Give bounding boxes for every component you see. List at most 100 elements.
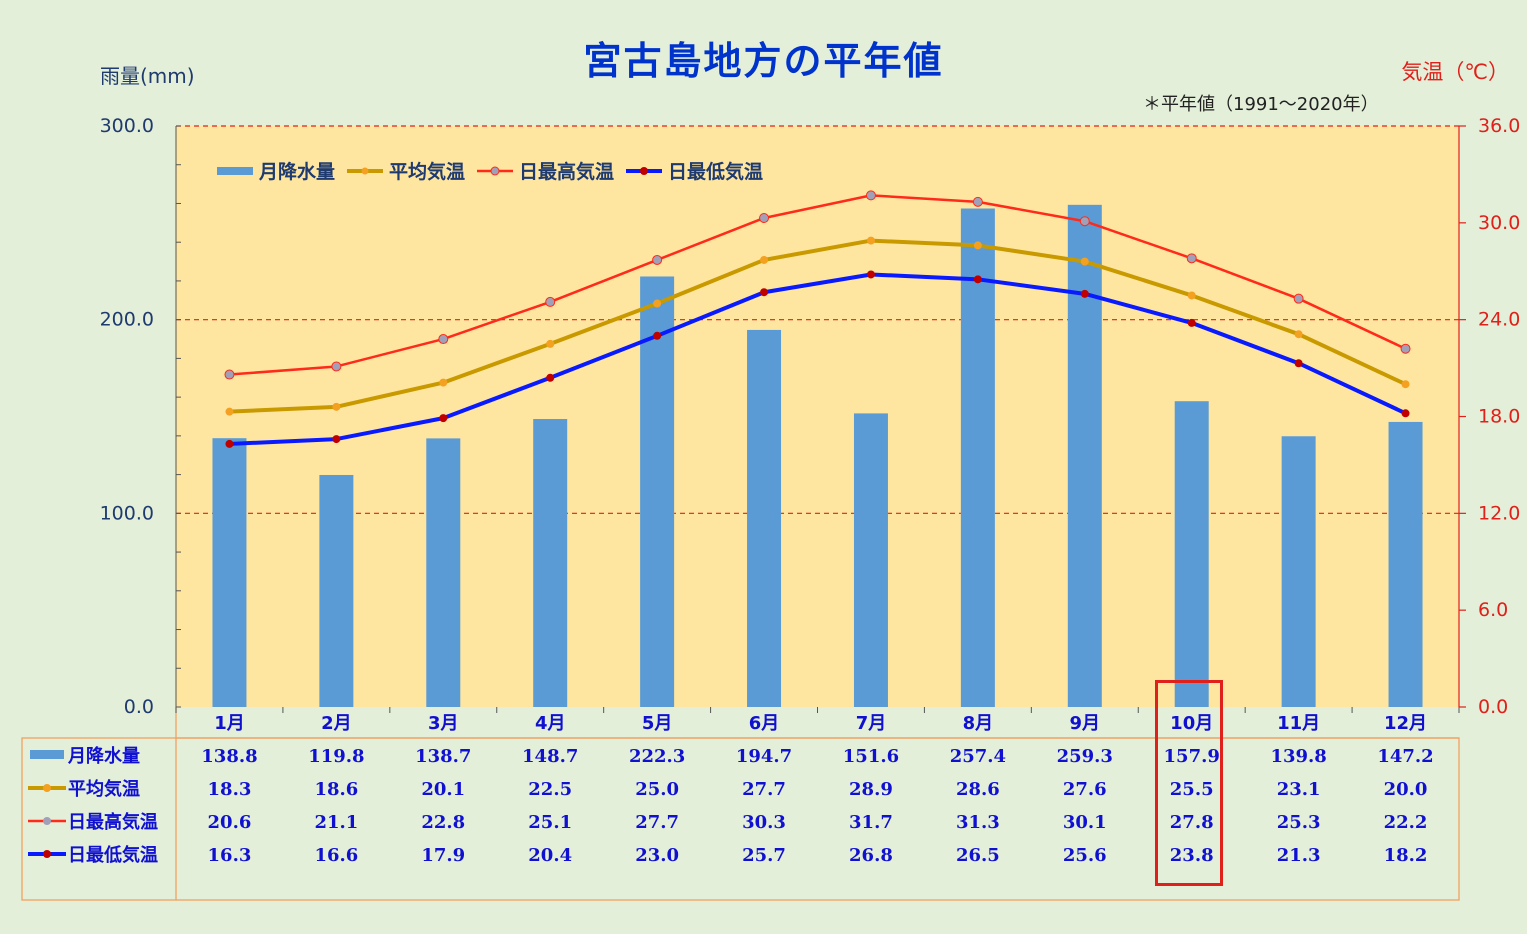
legend-label: 平均気温 [389,161,466,183]
highlight-box-october [1155,680,1223,886]
data-point [1401,409,1410,418]
row-label: 平均気温 [68,778,140,800]
line-series [224,190,1411,448]
legend-label: 日最低気温 [668,161,764,183]
data-point [331,361,342,372]
table-cell: 20.4 [528,845,572,866]
legend-label: 日最高気温 [519,161,615,183]
gridlines [176,125,1459,514]
legend-item-max: 日最高気温 [475,157,614,184]
row-label: 月降水量 [67,745,140,767]
bar [1388,421,1423,707]
x-tick-label: 6月 [749,713,780,734]
table-cell: 30.3 [742,812,786,833]
x-tick-label: 7月 [856,713,887,734]
right-tick-label: 36.0 [1478,115,1520,137]
table-cell: 151.6 [843,746,899,767]
x-tick-label: 9月 [1070,713,1101,734]
data-point [1294,330,1303,339]
table-cell: 194.7 [736,746,792,767]
table-cell: 23.8 [1170,845,1214,866]
x-tick-label: 11月 [1277,713,1320,734]
left-tick-label: 0.0 [124,696,154,718]
data-point [653,331,662,340]
row-key-marker [43,817,51,825]
data-point [224,369,235,380]
data-point [1401,380,1410,389]
data-point [866,270,875,279]
left-tick-label: 300.0 [100,115,154,137]
table-cell: 139.8 [1270,746,1326,767]
data-point [973,275,982,284]
table-cell: 257.4 [950,746,1006,767]
left-tick-label: 100.0 [100,502,154,524]
chart-title: 宮古島地方の平年値 [583,39,944,83]
bar [640,276,675,707]
data-point [1293,293,1304,304]
table-cell: 25.3 [1277,812,1321,833]
data-point [759,212,770,223]
table-cell: 22.2 [1384,812,1428,833]
table-cell: 20.6 [208,812,252,833]
data-point [652,254,663,265]
table-cell: 26.8 [849,845,893,866]
legend: 月降水量 平均気温 日最高気温 日最低気温 [215,157,767,184]
bar [212,438,247,707]
legend-item-avg: 平均気温 [345,157,465,184]
plot-area [176,126,1459,707]
left-tick-label: 200.0 [100,309,154,331]
legend-line-swatch [626,166,663,175]
x-tick-label: 3月 [428,713,459,734]
table-cell: 31.7 [849,812,893,833]
legend-line-swatch [477,166,514,175]
data-point [1080,289,1089,298]
table-cell: 157.9 [1164,746,1220,767]
table-cell: 17.9 [421,845,465,866]
bar [1174,401,1209,707]
bar [1281,436,1316,707]
table-border [21,737,1460,901]
table-cell: 21.1 [314,812,358,833]
table-cell: 16.6 [314,845,358,866]
table-cell: 147.2 [1377,746,1433,767]
bar [533,419,568,707]
data-point [1400,343,1411,354]
right-axis: 0.0 6.0 12.0 18.0 24.0 30.0 36.0 [1458,115,1520,718]
table-cell: 18.6 [314,779,358,800]
table-cell: 27.7 [742,779,786,800]
right-tick-label: 12.0 [1478,502,1520,524]
table-cell: 22.5 [528,779,572,800]
series-line [229,272,1407,446]
bar [319,474,354,707]
data-point [332,435,341,444]
table-cell: 27.7 [635,812,679,833]
table-cell: 25.7 [742,845,786,866]
legend-item-min: 日最低気温 [624,157,763,184]
table-cell: 18.3 [208,779,252,800]
right-tick-label: 24.0 [1478,309,1520,331]
data-point [866,236,875,245]
right-tick-label: 6.0 [1478,599,1508,621]
legend-label: 月降水量 [259,161,336,183]
x-tick-label: 8月 [963,713,994,734]
table-cell: 25.0 [635,779,679,800]
bar [747,329,782,707]
x-tick-label: 2月 [321,713,352,734]
bar [426,438,461,707]
x-tick-label: 10月 [1170,713,1213,734]
table-cell: 25.5 [1170,779,1214,800]
table-cell: 21.3 [1277,845,1321,866]
row-label: 日最低気温 [68,844,158,866]
data-point [225,439,234,448]
table-cell: 22.8 [421,812,465,833]
row-key-marker [43,784,51,792]
table-cell: 18.2 [1384,845,1428,866]
x-tick-label: 5月 [642,713,673,734]
right-tick-label: 30.0 [1478,212,1520,234]
table-cell: 138.7 [415,746,471,767]
data-point [225,407,234,416]
table-cell: 259.3 [1057,746,1113,767]
y-right-axis-label: 気温（℃） [1401,60,1509,84]
row-key-marker [43,850,51,858]
